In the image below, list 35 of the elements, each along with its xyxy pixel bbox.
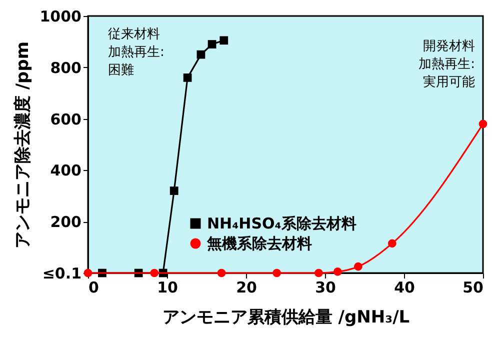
point <box>354 262 362 271</box>
annotation: 困難 <box>108 63 134 78</box>
y-tick-label: 1000 <box>40 8 82 26</box>
x-tick-label: 20 <box>236 278 257 296</box>
point <box>208 40 216 48</box>
y-tick-label: 400 <box>50 162 82 180</box>
point <box>478 120 488 128</box>
y-axis-title: アンモニア除去濃度 /ppm <box>12 41 33 249</box>
legend-label: NH₄HSO₄系除去材料 <box>207 214 356 232</box>
x-tick-label: 10 <box>157 278 178 296</box>
annotation: 従来材料 <box>108 27 160 42</box>
point <box>314 268 323 278</box>
x-tick-label: 30 <box>315 278 336 296</box>
point <box>220 36 228 45</box>
y-tick-label: ≤0.1 <box>42 264 82 282</box>
y-tick-label: 800 <box>50 58 82 77</box>
point <box>170 186 178 195</box>
point <box>388 239 396 248</box>
y-tick-label: 600 <box>50 110 82 128</box>
annotation: 開発材料 <box>423 39 475 54</box>
point <box>150 268 159 278</box>
x-axis-title: アンモニア累積供給量 /gNH₃/L <box>162 308 410 328</box>
legend-label: 無機系除去材料 <box>206 234 312 252</box>
point <box>333 268 342 276</box>
point <box>196 50 206 59</box>
y-tick-label: 200 <box>50 213 82 232</box>
point <box>183 73 192 82</box>
x-tick-label: 50 <box>462 278 484 296</box>
annotation: 加熱再生: <box>418 57 475 72</box>
point <box>217 268 226 278</box>
point <box>272 268 281 278</box>
annotation: 加熱再生: <box>108 45 164 60</box>
x-tick-label: 40 <box>394 278 415 296</box>
annotation: 実用可能 <box>423 74 475 90</box>
x-tick-label: 0 <box>88 278 99 296</box>
